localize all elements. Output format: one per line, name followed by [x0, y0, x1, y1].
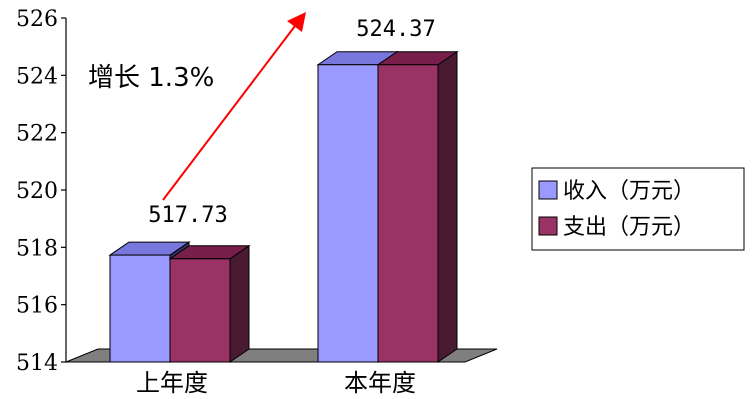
y-tick-label: 524: [16, 64, 58, 89]
growth-arrow-line: [162, 21, 299, 201]
y-tick-label: 518: [16, 236, 58, 261]
data-label: 524.37: [356, 17, 435, 42]
growth-annotation: 增长 1.3%: [88, 63, 214, 93]
x-category-label: 本年度: [344, 369, 416, 397]
bar-front: [169, 258, 231, 363]
bar-front: [317, 64, 379, 363]
y-tick-label: 516: [16, 294, 58, 319]
bar-front: [377, 64, 439, 363]
y-tick-label: 514: [16, 351, 58, 376]
legend-box: [531, 167, 745, 251]
bar: [168, 244, 251, 363]
legend-label: 收入（万元）: [563, 179, 695, 204]
legend-label: 支出（万元）: [563, 215, 695, 240]
y-tick-label: 520: [16, 179, 58, 204]
legend-swatch: [538, 216, 558, 236]
bar-side: [437, 50, 458, 363]
y-tick-label: 522: [16, 122, 58, 147]
bar-side: [229, 244, 250, 363]
data-label: 517.73: [148, 203, 227, 228]
y-tick-label: 526: [16, 7, 58, 32]
bar-front: [109, 254, 171, 363]
x-category-label: 上年度: [136, 369, 208, 397]
bar: [376, 50, 459, 363]
legend: 收入（万元） 支出（万元）: [531, 167, 745, 251]
legend-swatch: [538, 180, 558, 200]
growth-arrow-head: [287, 12, 306, 32]
